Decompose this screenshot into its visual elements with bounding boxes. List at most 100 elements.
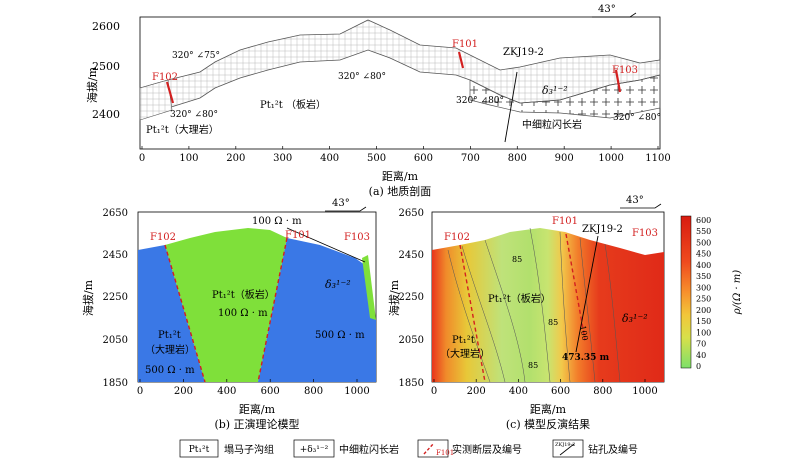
borehole-line	[504, 71, 518, 143]
gabbro-body	[469, 74, 661, 119]
a-x-tick-label: 100	[179, 153, 198, 164]
a-xlabel: 距离/m	[382, 169, 419, 183]
a-fault-f101: F101	[452, 39, 478, 50]
a-x-tick-label: 1100	[645, 153, 670, 164]
b-marble-res: 500 Ω · m	[145, 365, 195, 376]
b-marble-label: Pt₁²t	[158, 330, 181, 341]
a-attitude-1: 320° ∠75°	[172, 51, 220, 61]
a-ytick-2600: 2600	[92, 20, 120, 33]
c-north-angle: 43°	[626, 195, 644, 206]
legend-box-4-text: ZKJ19-2	[555, 442, 575, 448]
c-x-tick-label: 400	[509, 386, 528, 397]
a-ylabel: 海拔/m	[85, 66, 99, 103]
panel-c: 2650 2450 2250 2050 1850 海拔/m 0 200 400 600…	[387, 195, 665, 431]
colorbar-tick-label: 450	[696, 250, 711, 259]
legend-text-4: 钻孔及编号	[588, 443, 638, 456]
legend-box-2-text: +δ₃¹⁻²	[300, 445, 329, 455]
legend-text-1: 塌马子沟组	[224, 443, 274, 456]
b-xticks: 0 200 400 600 800 1000	[137, 379, 370, 397]
panel-a: 2600 2500 2400 海拔/m 0 100 200 300 400 500 600 7…	[85, 4, 671, 198]
a-x-tick-label: 900	[555, 153, 574, 164]
legend-box-1	[179, 439, 219, 458]
c-borehole-line	[575, 235, 599, 353]
b-f103-strip	[362, 255, 376, 320]
panel-b: 2650 2450 2250 2050 1850 海拔/m 0 200 400 600…	[81, 198, 377, 431]
b-north-arrow-icon	[325, 206, 367, 212]
b-gabbro-zone	[258, 238, 376, 382]
legend-fault-icon	[423, 442, 435, 455]
c-contour-85-a: 85	[512, 255, 522, 264]
a-caption: (a) 地质剖面	[369, 184, 432, 198]
b-top-leader	[286, 227, 366, 263]
c-depth-label: 473.35 m	[562, 353, 610, 363]
b-north-angle: 43°	[332, 198, 350, 209]
b-x-tick-label: 600	[261, 386, 280, 397]
a-unit-gabbro: δ₃¹⁻²	[542, 84, 568, 97]
c-ytick-2450: 2450	[399, 250, 424, 261]
colorbar-tick-label: 300	[696, 283, 711, 292]
b-ytick-2250: 2250	[103, 292, 128, 303]
legend-box-1-text: Pt₁²t	[189, 445, 210, 455]
b-gabbro-res: 500 Ω · m	[315, 330, 365, 341]
b-ytick-1850: 1850	[103, 378, 128, 389]
c-x-tick-label: 1000	[632, 386, 657, 397]
c-fault-f101: F101	[552, 216, 578, 227]
colorbar-tick-label: 0	[696, 362, 701, 371]
b-ytick-2650: 2650	[103, 208, 128, 219]
a-x-tick-label: 1000	[598, 153, 623, 164]
c-gabbro-label: δ₃¹⁻²	[622, 312, 648, 325]
c-xticks: 0 200 400 600 800 1000	[431, 379, 658, 397]
c-ytick-1850: 1850	[399, 378, 424, 389]
colorbar-tick-label: 200	[696, 306, 711, 315]
colorbar-tick-label: 250	[696, 295, 711, 304]
b-fault-f102: F102	[150, 232, 176, 243]
b-ytick-2450: 2450	[103, 250, 128, 261]
b-slate-zone	[165, 228, 287, 382]
c-fault-f102-line	[459, 244, 486, 383]
b-gabbro-label: δ₃¹⁻²	[325, 278, 351, 291]
c-x-tick-label: 0	[431, 386, 437, 397]
a-fault-f102: F102	[152, 72, 178, 83]
legend: Pt₁²t 塌马子沟组 +δ₃¹⁻² 中细粒闪长岩 F101 实测断层及编号 Z…	[179, 439, 638, 458]
a-x-tick-label: 500	[367, 153, 386, 164]
c-x-tick-label: 200	[467, 386, 486, 397]
fault-f101-line	[457, 51, 465, 69]
a-attitude-3: 320° ∠80°	[338, 72, 386, 82]
b-top-label: 100 Ω · m	[252, 216, 302, 227]
c-ytick-2650: 2650	[399, 208, 424, 219]
c-fault-f103: F103	[632, 228, 658, 239]
marble-block	[139, 79, 173, 121]
colorbar-tick-label: 40	[696, 351, 706, 360]
b-ylabel: 海拔/m	[81, 279, 95, 316]
a-x-tick-label: 400	[320, 153, 339, 164]
c-ytick-2250: 2250	[399, 292, 424, 303]
c-x-tick-label: 600	[551, 386, 570, 397]
a-x-tick-label: 0	[139, 153, 145, 164]
colorbar-tick-label: 150	[696, 317, 711, 326]
a-unit-slate: Pt₁²t （板岩）	[260, 98, 326, 111]
a-xticks: 0 100 200 300 400 500 600 700 800 900 1000 1100	[139, 146, 671, 164]
a-borehole-label: ZKJ19-2	[503, 47, 544, 58]
a-attitude-2: 320° ∠80°	[170, 110, 218, 120]
legend-borehole-icon	[559, 443, 575, 456]
a-north-angle: 43°	[598, 4, 616, 15]
b-fault-f101: F101	[285, 230, 311, 241]
colorbar-tick-label: 400	[696, 261, 711, 270]
c-fault-f101-line	[565, 233, 586, 341]
b-x-tick-label: 0	[137, 386, 143, 397]
c-x-tick-label: 800	[593, 386, 612, 397]
c-fault-f102: F102	[444, 232, 470, 243]
c-slate-label: Pt₁²t（板岩）	[488, 292, 551, 305]
c-contour-100: 100	[578, 325, 590, 342]
b-marble-sub: （大理岩）	[145, 343, 195, 356]
b-xlabel: 距离/m	[239, 402, 276, 416]
a-attitude-5: 320° ∠80°	[613, 113, 661, 123]
b-x-tick-label: 200	[174, 386, 193, 397]
a-x-tick-label: 200	[226, 153, 245, 164]
c-marble-sub: （大理岩）	[440, 347, 490, 360]
fault-f103-line	[614, 69, 622, 93]
legend-box-3-text: F101	[436, 449, 454, 457]
c-inversion-field	[432, 228, 664, 382]
b-slate-label: Pt₁²t（板岩）	[212, 288, 275, 301]
